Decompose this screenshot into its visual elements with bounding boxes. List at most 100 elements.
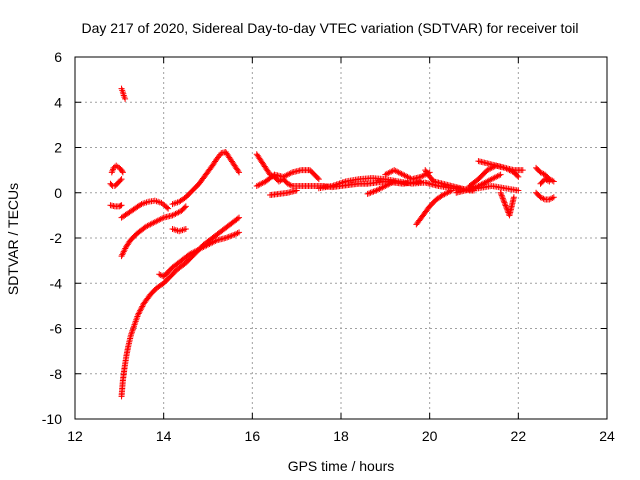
x-tick-label: 18 [333, 428, 349, 444]
grid [75, 57, 607, 419]
data-point [389, 179, 396, 186]
data-point [182, 225, 189, 232]
series-track-a [108, 162, 126, 176]
y-tick-label: 0 [54, 185, 62, 201]
data-point [366, 190, 373, 197]
data-point [137, 307, 144, 314]
x-axis-label: GPS time / hours [288, 458, 395, 474]
data-point [550, 194, 557, 201]
data-point [338, 179, 344, 186]
y-tick-label: 4 [54, 94, 62, 110]
series-track-j [169, 225, 189, 235]
data-point [503, 203, 510, 210]
data-point [137, 306, 144, 313]
chart-title: Day 217 of 2020, Sidereal Day-to-day VTE… [82, 20, 579, 36]
data-point [544, 177, 551, 184]
data-point [117, 202, 124, 209]
data-point [139, 303, 146, 310]
data-point [315, 176, 322, 183]
data-point [369, 189, 376, 196]
data-point [330, 182, 337, 189]
data-point [134, 311, 141, 318]
series-track-x [533, 189, 557, 203]
y-tick-label: -2 [50, 230, 63, 246]
series-track-m [267, 187, 300, 199]
x-tick-label: 12 [67, 428, 83, 444]
data-point [502, 202, 509, 209]
data-point [340, 178, 347, 185]
series-track-c [118, 85, 129, 102]
series-track-t [475, 158, 526, 174]
data-point [499, 193, 506, 200]
data-point [135, 310, 142, 317]
series-track-i [169, 149, 243, 208]
data-point [500, 198, 507, 205]
series-track-p [382, 167, 433, 183]
series-track-v [453, 171, 504, 196]
data-point [227, 233, 234, 240]
data-point [501, 199, 508, 206]
series-track-b [107, 176, 125, 189]
data-point [335, 180, 342, 187]
data-point [136, 309, 143, 316]
y-tick-label: 6 [54, 49, 62, 65]
data-point [236, 169, 243, 176]
x-tick-label: 14 [156, 428, 172, 444]
data-point [159, 215, 166, 222]
x-tick-label: 22 [511, 428, 527, 444]
data-point [333, 181, 340, 188]
data-point [514, 172, 521, 179]
data-point [500, 196, 507, 203]
x-tick-label: 16 [245, 428, 261, 444]
series-track-u [497, 189, 517, 219]
data-point [496, 172, 503, 179]
data-point [540, 195, 547, 202]
data-point [314, 175, 321, 182]
data-point [128, 329, 135, 336]
data-point [287, 170, 294, 177]
series-track-o [364, 178, 398, 197]
y-tick-label: -8 [50, 366, 63, 382]
data-point [499, 195, 506, 202]
data-point [236, 214, 243, 221]
data-point [367, 189, 374, 196]
data-point [163, 204, 170, 211]
data-point [235, 168, 242, 175]
data-point [515, 187, 522, 194]
data-point [122, 95, 129, 102]
data-point [510, 194, 517, 201]
data-point [228, 232, 235, 239]
data-point [224, 234, 231, 241]
data-point [364, 190, 371, 197]
data-point [547, 195, 554, 202]
data-point [212, 238, 219, 245]
data-point [371, 188, 378, 195]
y-axis-label: SDTVAR / TECUs [5, 183, 21, 295]
data-point [118, 202, 125, 209]
data-point [339, 179, 346, 186]
data-point [293, 187, 300, 194]
series-track-d [107, 202, 125, 210]
x-tick-label: 24 [599, 428, 615, 444]
data-point [546, 178, 553, 185]
series-track-f [118, 203, 189, 260]
data-point [370, 188, 377, 195]
data-point [138, 304, 145, 311]
data-point [332, 181, 339, 188]
data-point [182, 203, 189, 210]
data-point [519, 167, 526, 174]
series-track-h [156, 229, 243, 280]
series-track-l [253, 167, 322, 189]
data-point [502, 201, 509, 208]
data-point [287, 182, 294, 189]
data-point [225, 233, 232, 240]
data-point [222, 235, 229, 241]
data-point [165, 205, 172, 212]
data-point [181, 204, 188, 211]
y-tick-label: -10 [42, 411, 62, 427]
data-point [497, 171, 504, 178]
data-point [117, 177, 124, 184]
y-tick-label: -6 [50, 321, 63, 337]
